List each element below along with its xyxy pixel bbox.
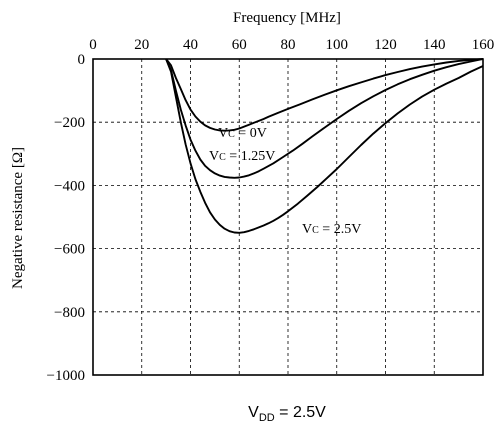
series-layer <box>165 58 484 234</box>
grid-layer <box>93 59 483 375</box>
x-tick-label: 100 <box>326 37 349 53</box>
series-label-value: = 0V <box>235 126 267 141</box>
x-tick-label: 40 <box>183 37 198 53</box>
y-tick-label: −600 <box>54 242 85 258</box>
vdd-annotation: VDD = 2.5V <box>248 404 326 424</box>
series-line <box>165 58 484 132</box>
vdd-annotation-value: = 2.5V <box>275 404 326 421</box>
series-label: VC = 1.25V <box>209 149 275 164</box>
y-tick-label: −400 <box>54 178 85 194</box>
series-label-subscript: C <box>219 152 226 163</box>
x-tick-label: 140 <box>423 37 446 53</box>
x-tick-label: 20 <box>134 37 149 53</box>
vdd-annotation-subscript: DD <box>259 412 275 424</box>
y-axis-title: Negative resistance [Ω] <box>10 147 26 289</box>
y-tick-label: 0 <box>78 52 86 68</box>
series-label-subscript: C <box>228 129 235 140</box>
x-tick-label: 120 <box>374 37 397 53</box>
series-label-value: = 1.25V <box>226 149 276 164</box>
x-tick-label: 0 <box>89 37 97 53</box>
series-label: VC = 0V <box>218 126 267 141</box>
tick-label-layer: 0 20 40 60 80 100 120 140 160 0 −200 −400 −600 −800 −1… <box>47 37 495 384</box>
x-tick-label: 160 <box>472 37 495 53</box>
series-label-main: V <box>302 222 312 237</box>
series-line <box>165 58 484 234</box>
plot-frame <box>92 58 484 376</box>
series-line <box>165 58 484 179</box>
x-axis-title: Frequency [MHz] <box>233 10 341 26</box>
y-tick-label: −800 <box>54 305 85 321</box>
y-tick-label: −200 <box>54 115 85 131</box>
series-label-subscript: C <box>312 225 319 236</box>
series-label-value: = 2.5V <box>319 222 362 237</box>
series-label: VC = 2.5V <box>302 222 361 237</box>
series-label-main: V <box>209 149 219 164</box>
y-tick-label: −1000 <box>47 368 85 384</box>
vdd-annotation-main: V <box>248 404 259 421</box>
x-tick-label: 60 <box>232 37 247 53</box>
series-label-main: V <box>218 126 228 141</box>
x-tick-label: 80 <box>281 37 296 53</box>
